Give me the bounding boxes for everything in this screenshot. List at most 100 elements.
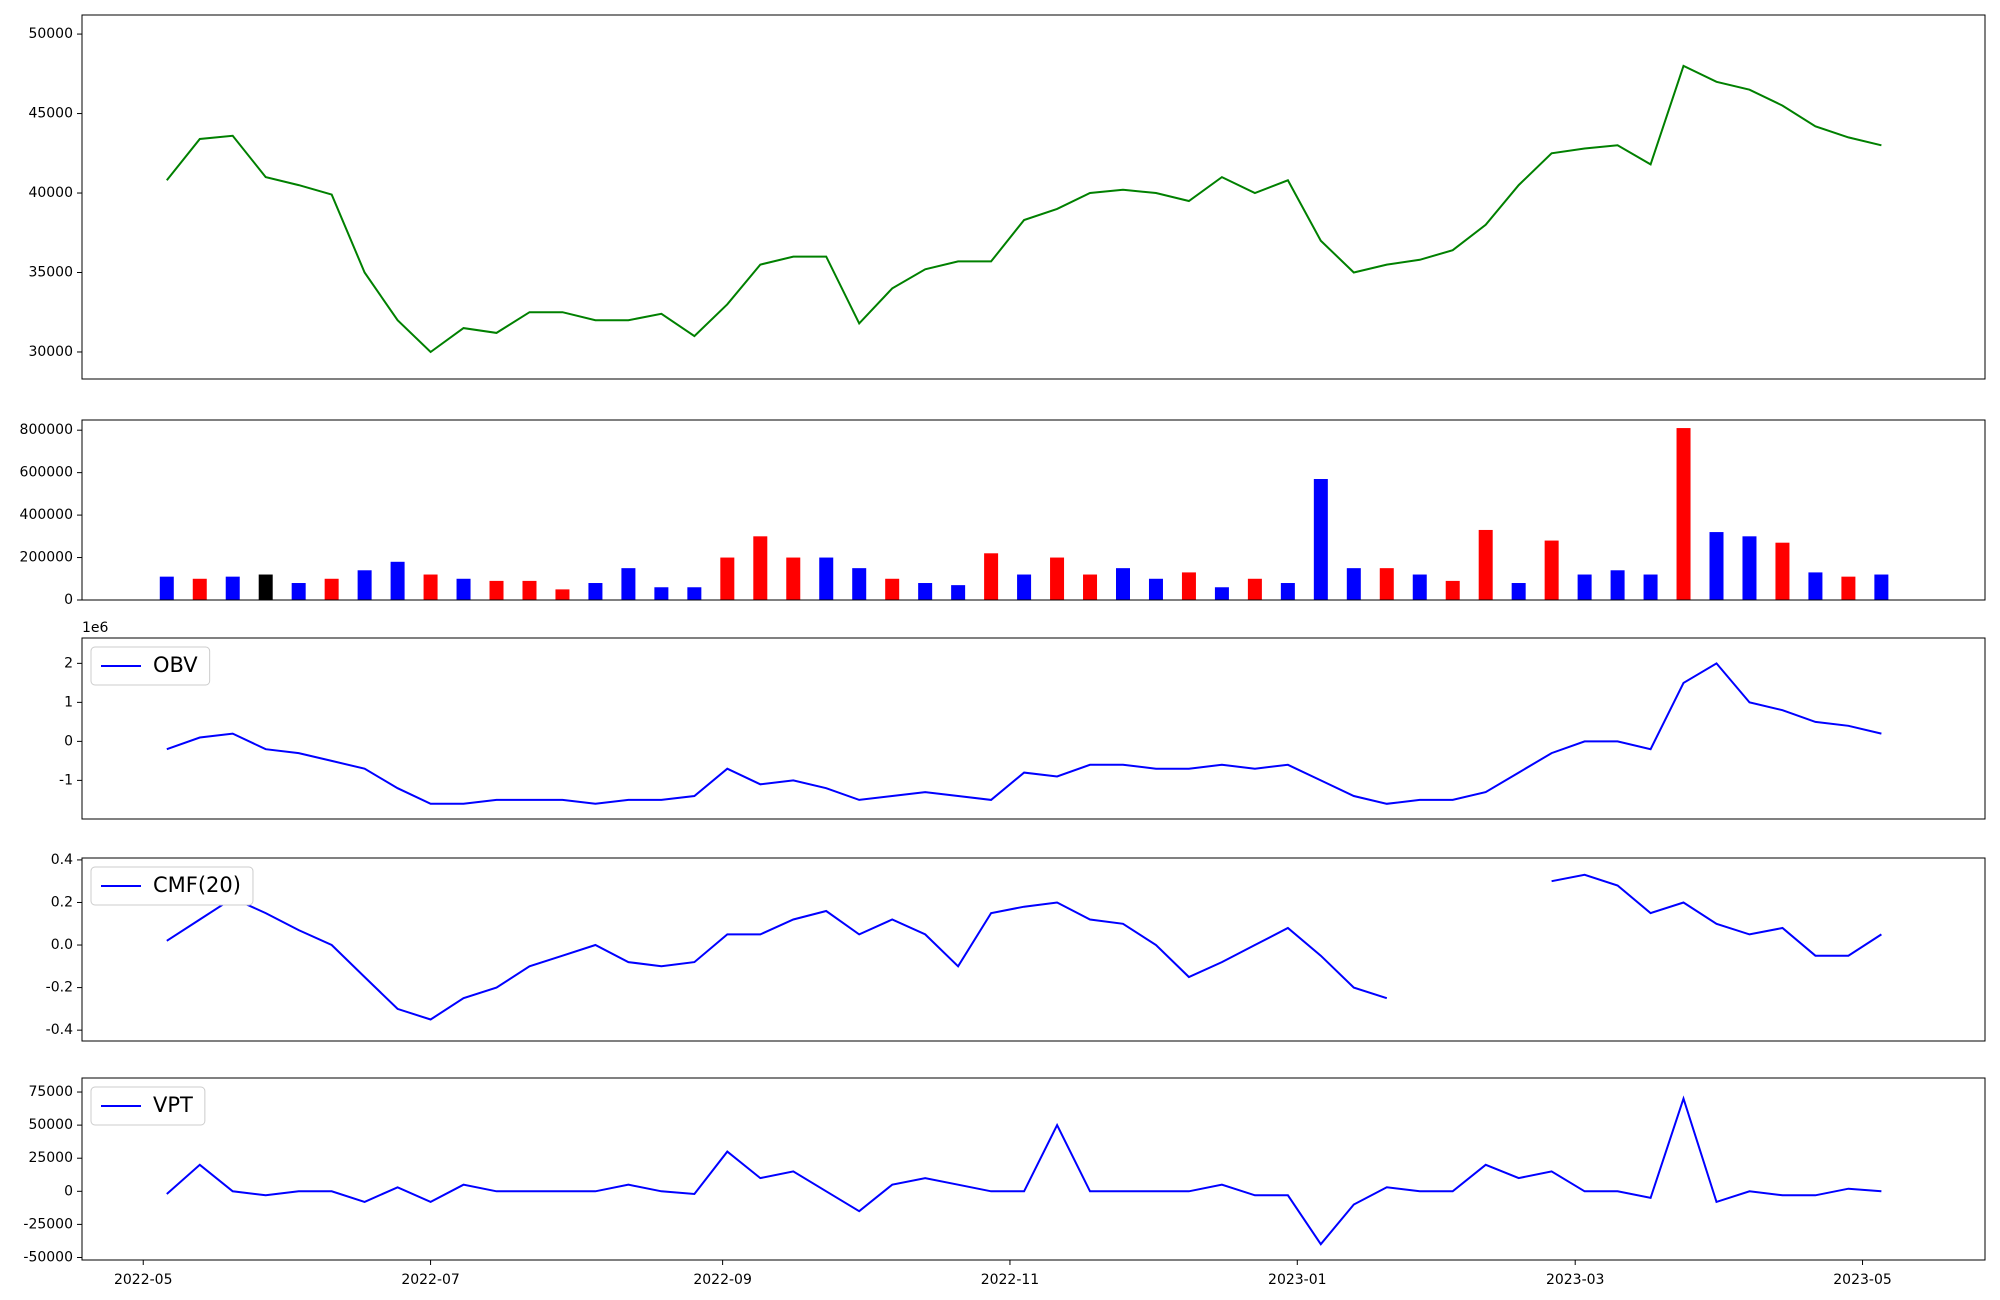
volume-bar [1709, 532, 1724, 600]
volume-bar [258, 574, 273, 600]
volume-bar [918, 583, 933, 600]
y-tick-label: 50000 [28, 1117, 73, 1133]
x-tick-label: 2023-01 [1268, 1272, 1327, 1288]
y-tick-label: 45000 [28, 106, 73, 122]
volume-bar [1808, 572, 1823, 600]
volume-bar [1577, 574, 1592, 600]
y-tick-label: 200000 [20, 550, 73, 566]
volume-bar [819, 557, 834, 600]
y-tick-label: 0.2 [51, 894, 73, 910]
y-tick-label: 50000 [28, 26, 73, 42]
panel: 30000 35000 40000 45000 50000 [28, 14, 1986, 380]
y-tick-label: 25000 [28, 1150, 73, 1166]
x-tick-label: 2023-03 [1546, 1272, 1605, 1288]
volume-bar [489, 580, 504, 600]
axes-frame [81, 637, 1986, 820]
volume-bar [357, 570, 372, 600]
volume-bar [555, 589, 570, 600]
volume-bar [1115, 568, 1130, 600]
volume-bar [456, 578, 471, 600]
y-tick-label: -0.4 [46, 1022, 73, 1038]
volume-bar [1148, 578, 1163, 600]
volume-bar [390, 561, 405, 600]
volume-bar [1544, 540, 1559, 600]
series-line [166, 662, 1882, 805]
y-tick-label: 600000 [20, 465, 73, 481]
volume-bar [324, 578, 339, 600]
series-line [166, 64, 1882, 354]
volume-bar [1313, 479, 1328, 600]
y-tick-label: 0.0 [51, 937, 73, 953]
volume-bar [1874, 574, 1889, 600]
volume-bar [1247, 578, 1262, 600]
y-tick-label: 0 [64, 733, 73, 749]
volume-bar [1511, 583, 1526, 600]
volume-bar [654, 587, 669, 600]
series-line [166, 1095, 1882, 1246]
volume-bar [1280, 583, 1295, 600]
volume-bar [1379, 568, 1394, 600]
volume-bar [984, 553, 999, 600]
y-tick-label: -0.2 [46, 980, 73, 996]
volume-bar [588, 583, 603, 600]
volume-bar [159, 576, 174, 600]
volume-bar [192, 578, 207, 600]
legend: OBV [90, 646, 211, 686]
series-line [166, 873, 1882, 1021]
y-tick-label: 800000 [20, 422, 73, 438]
volume-bar [1083, 574, 1098, 600]
volume-bar [225, 576, 240, 600]
legend-label: VPT [153, 1093, 193, 1117]
y-tick-label: 2 [64, 655, 73, 671]
panel: -0.4 -0.2 0.0 0.2 0.4 CMF(20) [46, 852, 1986, 1042]
x-tick-label: 2023-05 [1833, 1272, 1892, 1288]
legend: VPT [90, 1086, 206, 1126]
volume-bar [1775, 542, 1790, 600]
y-tick-label: 35000 [28, 265, 73, 281]
volume-bar [1478, 529, 1493, 600]
legend-box [90, 646, 211, 686]
axes-frame [81, 857, 1986, 1042]
volume-bar [786, 557, 801, 600]
y-tick-label: 0.4 [51, 852, 73, 868]
legend-box [90, 866, 254, 906]
volume-bar [1017, 574, 1032, 600]
axes-frame [81, 1077, 1986, 1261]
y-tick-label: 1 [64, 694, 73, 710]
y-tick-label: 40000 [28, 185, 73, 201]
legend-label: OBV [153, 653, 198, 677]
axis-offset-label: 1e6 [82, 620, 109, 636]
volume-bar [1742, 536, 1757, 600]
volume-bar [1841, 576, 1856, 600]
volume-bar [885, 578, 900, 600]
y-tick-label: 0 [64, 1183, 73, 1199]
y-tick-label: -50000 [23, 1249, 73, 1265]
volume-bar [1610, 570, 1625, 600]
panel: -50000 -25000 0 25000 50000 75000 2022-05 2022-… [23, 1077, 1986, 1288]
volume-bar [1050, 557, 1065, 600]
volume-bar [291, 583, 306, 600]
volume-bar [951, 585, 966, 600]
axes-frame [81, 14, 1986, 380]
y-tick-label: 400000 [20, 507, 73, 523]
y-tick-label: 0 [64, 592, 73, 608]
panel: -1 0 1 2 1e6 OBV [59, 620, 1986, 820]
y-tick-label: -25000 [23, 1216, 73, 1232]
volume-bar [522, 580, 537, 600]
axes-frame [81, 419, 1986, 601]
volume-bar [1643, 574, 1658, 600]
volume-bar [1214, 587, 1229, 600]
volume-bar [1346, 568, 1361, 600]
y-tick-label: -1 [59, 772, 73, 788]
volume-bar [687, 587, 702, 600]
panel: 0 200000 400000 600000 800000 [20, 419, 1986, 608]
volume-bar [1181, 572, 1196, 600]
x-tick-label: 2022-11 [981, 1272, 1040, 1288]
volume-bar [1445, 580, 1460, 600]
x-tick-label: 2022-05 [114, 1272, 173, 1288]
legend-label: CMF(20) [153, 873, 241, 897]
legend: CMF(20) [90, 866, 254, 906]
volume-bar [852, 568, 867, 600]
volume-bar [720, 557, 735, 600]
